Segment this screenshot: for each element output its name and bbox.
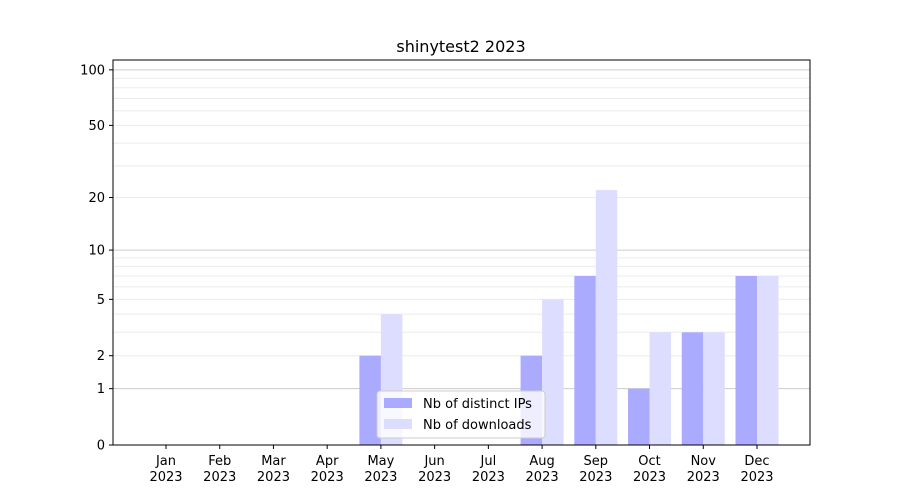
x-tick-label: Sep 2023 (579, 454, 612, 485)
x-tick-label: Dec 2023 (740, 454, 773, 485)
y-tick-label: 100 (80, 63, 105, 78)
legend-frame (376, 390, 546, 439)
y-tick-label: 0 (97, 439, 105, 454)
legend-swatch-ips (384, 398, 412, 408)
legend-swatch-downloads (384, 419, 412, 429)
bar-distinct-ips (574, 275, 596, 445)
y-tick-label: 1 (97, 382, 105, 397)
bar-distinct-ips (681, 332, 704, 445)
x-tick-label: Feb 2023 (203, 454, 236, 485)
x-tick-label: Mar 2023 (257, 454, 290, 485)
y-tick-label: 50 (88, 119, 105, 134)
x-tick-label: Jun 2023 (418, 454, 451, 485)
bar-downloads (649, 332, 672, 445)
x-tick-label: May 2023 (364, 454, 397, 485)
y-tick-label: 20 (88, 191, 105, 206)
y-tick-label: 5 (97, 293, 105, 308)
legend-label-downloads: Nb of downloads (423, 418, 532, 433)
y-tick-label: 10 (88, 244, 105, 259)
plot-area-frame (112, 59, 811, 446)
x-tick-label: Oct 2023 (633, 454, 666, 485)
x-tick-label: Apr 2023 (311, 454, 344, 485)
x-tick-label: Jul 2023 (472, 454, 505, 485)
legend: Nb of distinct IPs Nb of downloads (376, 390, 546, 439)
x-tick-label: Aug 2023 (526, 454, 559, 485)
x-tick-label: Jan 2023 (149, 454, 182, 485)
bar-downloads (757, 275, 779, 445)
bar-downloads (542, 299, 564, 445)
legend-label-ips: Nb of distinct IPs (423, 397, 532, 412)
bar-distinct-ips (628, 388, 650, 445)
x-tick-label: Nov 2023 (687, 454, 720, 485)
bar-downloads (595, 190, 618, 445)
chart-title: shinytest2 2023 (396, 37, 525, 56)
y-tick-label: 2 (97, 349, 105, 364)
bar-distinct-ips (359, 355, 381, 445)
bar-downloads (703, 332, 725, 445)
bar-distinct-ips (735, 275, 757, 445)
